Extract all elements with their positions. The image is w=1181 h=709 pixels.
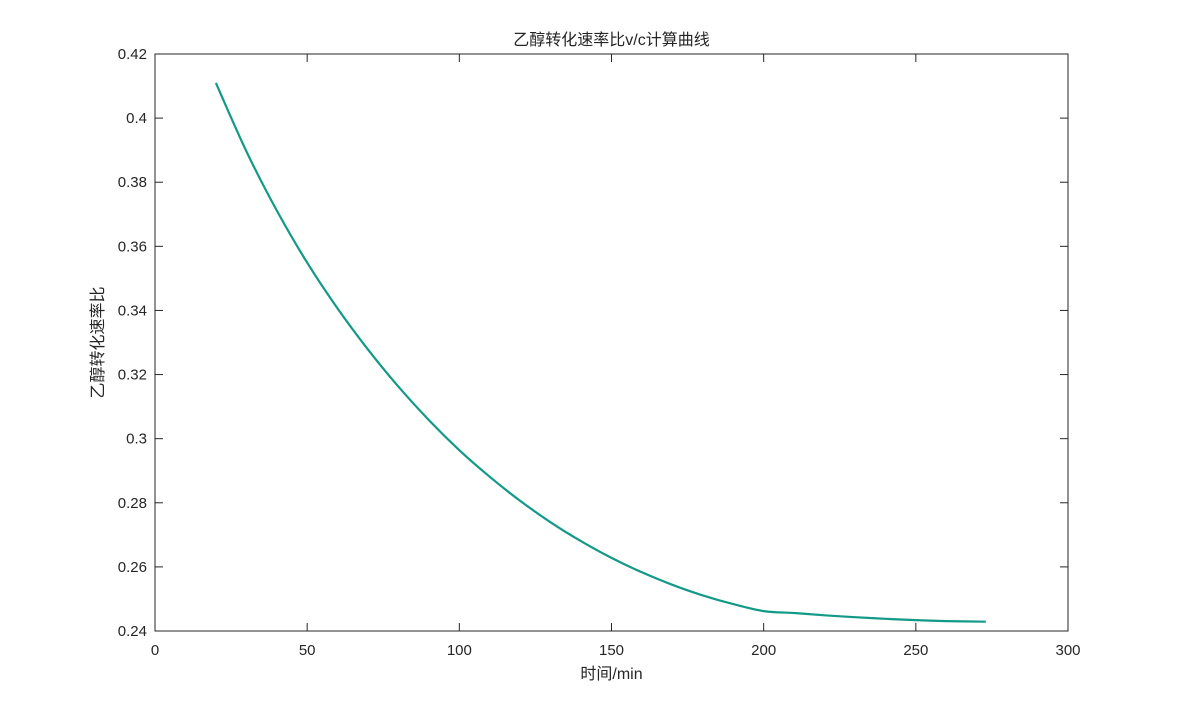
chart-title: 乙醇转化速率比v/c计算曲线 (513, 30, 709, 49)
series-line (214, 82, 986, 623)
x-tick-label: 0 (151, 642, 159, 659)
x-axis-title: 时间/min (580, 665, 642, 683)
y-tick-label: 0.34 (118, 302, 147, 319)
series-layer (214, 82, 986, 623)
x-tick-label: 150 (599, 642, 624, 659)
y-tick-label: 0.24 (118, 623, 147, 640)
x-tick-label: 50 (299, 642, 316, 659)
x-tick-label: 250 (903, 642, 928, 659)
y-tick-label: 0.4 (126, 110, 147, 127)
x-tick-label: 300 (1055, 642, 1080, 659)
axes: 0 50 100 150 200 250 300 0.24 0.26 0.28 0.3 0.32 0.3… (118, 46, 1081, 659)
y-tick-label: 0.3 (126, 431, 147, 448)
y-tick-label: 0.26 (118, 559, 147, 576)
y-axis-title: 乙醇转化速率比 (89, 286, 107, 398)
y-tick-label: 0.42 (118, 46, 147, 63)
plot-area-frame (154, 53, 1069, 632)
x-tick-label: 100 (447, 642, 472, 659)
y-tick-label: 0.28 (118, 495, 147, 512)
y-tick-label: 0.38 (118, 174, 147, 191)
y-tick-label: 0.32 (118, 367, 147, 384)
y-tick-label: 0.36 (118, 238, 147, 255)
x-tick-label: 200 (751, 642, 776, 659)
